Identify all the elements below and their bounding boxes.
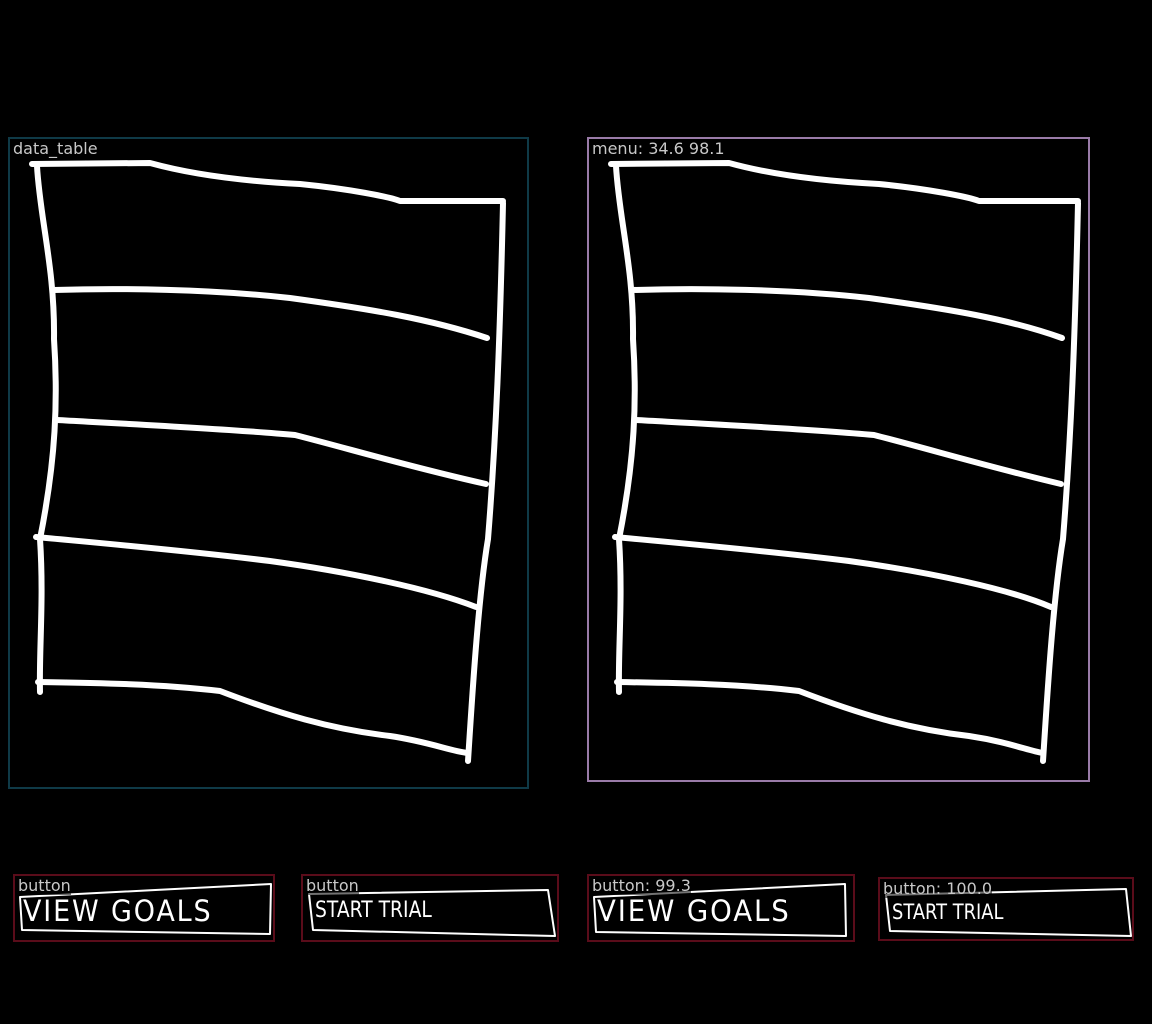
start-trial-button-2-sketch (885, 888, 1132, 937)
data-table-panel: data_table (8, 137, 529, 789)
menu-sketch (608, 160, 1081, 764)
view-goals-button-label: button (18, 876, 71, 895)
table-row-line-2 (54, 417, 489, 487)
view-goals-button-sketch (19, 883, 272, 935)
menu-row-line-3 (612, 534, 1054, 610)
start-trial-button-2-label: button: 100.0 (883, 879, 993, 898)
data-table-label: data_table (13, 139, 98, 158)
view-goals-button-text: VIEW GOALS (23, 894, 213, 928)
table-left-edge (34, 163, 59, 695)
menu-label: menu: 34.6 98.1 (592, 139, 725, 158)
view-goals-button-2-text: VIEW GOALS (597, 894, 791, 928)
start-trial-button-2[interactable]: START TRIAL button: 100.0 (878, 877, 1134, 941)
table-row-line-3 (33, 534, 479, 610)
start-trial-button-text: START TRIAL (315, 898, 432, 923)
table-row-line-1 (51, 286, 490, 341)
table-right-edge (465, 200, 506, 764)
data-table-sketch (29, 160, 506, 764)
table-row-line-4 (35, 679, 471, 756)
start-trial-button[interactable]: START TRIAL button (301, 874, 559, 942)
menu-row-line-2 (633, 417, 1064, 487)
menu-row-line-1 (630, 286, 1065, 341)
menu-top-line (608, 160, 1081, 204)
view-goals-button-2[interactable]: VIEW GOALS button: 99.3 (587, 874, 855, 942)
menu-right-edge (1040, 200, 1081, 764)
menu-panel[interactable]: menu: 34.6 98.1 (587, 137, 1090, 782)
start-trial-button-label: button (306, 876, 359, 895)
table-top-line (29, 160, 506, 204)
start-trial-button-sketch (308, 889, 556, 937)
start-trial-button-2-text: START TRIAL (892, 900, 1004, 924)
view-goals-button-2-label: button: 99.3 (592, 876, 691, 895)
menu-left-edge (613, 163, 638, 695)
menu-row-line-4 (614, 679, 1046, 756)
view-goals-button-2-sketch (593, 883, 847, 937)
view-goals-button[interactable]: VIEW GOALS button (13, 874, 275, 942)
